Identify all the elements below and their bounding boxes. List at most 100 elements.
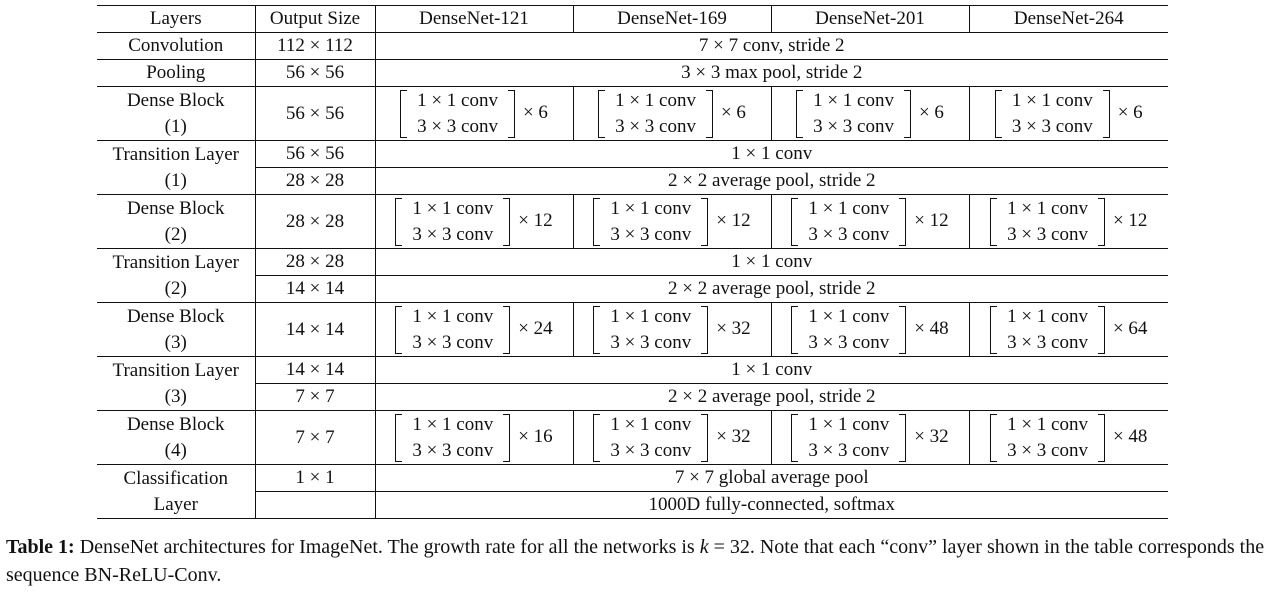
bracket-group: 1 × 1 conv 3 × 3 conv [791, 412, 907, 464]
block-spec: 1 × 1 conv 3 × 3 conv × 12 [968, 194, 1168, 249]
right-bracket [503, 413, 511, 462]
left-bracket [395, 197, 403, 246]
repeat-count: × 48 [1112, 425, 1148, 447]
op-line: 3 × 3 conv [610, 223, 692, 245]
block-spec: 1 × 1 conv 3 × 3 conv × 12 [374, 194, 574, 249]
caption-text-b: Note that each “conv” layer shown in the… [6, 536, 1265, 586]
left-bracket [791, 305, 799, 354]
layer-name-line: Dense Block [126, 197, 225, 219]
op-line: 1 × 1 conv [610, 413, 692, 435]
repeat-count: × 32 [716, 425, 751, 447]
caption-text-a: DenseNet architectures for ImageNet. The… [79, 536, 695, 558]
op-line: 1 × 1 conv [808, 305, 890, 327]
bracket-group: 1 × 1 conv 3 × 3 conv [395, 412, 511, 464]
repeat-count: × 12 [1112, 209, 1148, 231]
op-line: 3 × 3 conv [412, 223, 494, 245]
block-ops: 1 × 1 conv 3 × 3 conv [798, 412, 899, 464]
op-line: 1 × 1 conv [808, 197, 890, 219]
layer-name: Dense Block (1) [97, 86, 256, 141]
left-bracket [994, 89, 1002, 138]
layer-spec: 7 × 7 global average pool [374, 464, 1168, 492]
table-row: Dense Block (3) 14 × 14 1 × 1 conv 3 × 3 con… [97, 302, 1168, 357]
block-spec: 1 × 1 conv 3 × 3 conv × 6 [572, 86, 772, 141]
bracket-group: 1 × 1 conv 3 × 3 conv [990, 412, 1105, 464]
layer-name-line: (4) [164, 439, 187, 461]
op-line: 3 × 3 conv [615, 115, 696, 137]
layer-name-line: (3) [164, 331, 187, 353]
left-bracket [990, 197, 998, 246]
layer-name-line: Dense Block [126, 305, 225, 327]
table-row: Dense Block (2) 28 × 28 1 × 1 conv 3 × 3 con… [97, 194, 1168, 249]
op-line: 1 × 1 conv [1007, 413, 1088, 435]
repeat-count: × 48 [914, 317, 949, 339]
block-ops: 1 × 1 conv 3 × 3 conv [605, 88, 706, 140]
left-bracket [593, 305, 601, 354]
block-spec: 1 × 1 conv 3 × 3 conv × 48 [770, 302, 970, 357]
table-row: 14 × 14 2 × 2 average pool, stride 2 [97, 275, 1168, 303]
block-ops: 1 × 1 conv 3 × 3 conv [798, 196, 899, 248]
table-row: Convolution 112 × 112 7 × 7 conv, stride 2 [97, 32, 1168, 60]
bracket-group: 1 × 1 conv 3 × 3 conv [994, 88, 1110, 140]
repeat-count: × 32 [716, 317, 751, 339]
block-spec: 1 × 1 conv 3 × 3 conv × 32 [572, 410, 772, 465]
layer-spec: 7 × 7 conv, stride 2 [374, 32, 1168, 60]
repeat-count: × 24 [518, 317, 553, 339]
op-line: 1 × 1 conv [808, 413, 890, 435]
block-ops: 1 × 1 conv 3 × 3 conv [600, 304, 701, 356]
layer-name: Dense Block (3) [97, 302, 256, 357]
op-line: 1 × 1 conv [412, 197, 494, 219]
header-layers: Layers [97, 5, 256, 33]
block-ops: 1 × 1 conv 3 × 3 conv [798, 304, 899, 356]
right-bracket [899, 413, 907, 462]
layer-spec: 1 × 1 conv [374, 140, 1168, 168]
header-row: Layers Output Size DenseNet-121 DenseNet… [97, 5, 1168, 33]
repeat-count: × 6 [918, 101, 944, 123]
repeat-count: × 64 [1112, 317, 1148, 339]
block-spec: 1 × 1 conv 3 × 3 conv × 32 [770, 410, 970, 465]
bracket-group: 1 × 1 conv 3 × 3 conv [791, 304, 907, 356]
header-densenet-201: DenseNet-201 [770, 5, 970, 33]
op-line: 1 × 1 conv [1007, 197, 1088, 219]
layer-name: Transition Layer (3) [97, 356, 256, 411]
bracket-group: 1 × 1 conv 3 × 3 conv [593, 412, 709, 464]
repeat-count: × 6 [1117, 101, 1143, 123]
caption-label: Table 1: [6, 536, 75, 558]
block-ops: 1 × 1 conv 3 × 3 conv [803, 88, 904, 140]
op-line: 1 × 1 conv [610, 197, 692, 219]
bracket-group: 1 × 1 conv 3 × 3 conv [796, 88, 911, 140]
left-bracket [990, 413, 998, 462]
right-bracket [1097, 413, 1105, 462]
repeat-count: × 12 [914, 209, 949, 231]
layer-name: Classification Layer [97, 464, 256, 519]
op-line: 1 × 1 conv [813, 89, 894, 111]
layer-name: Dense Block (2) [97, 194, 256, 249]
output-size: 56 × 56 [254, 140, 376, 168]
left-bracket [593, 197, 601, 246]
output-size: 112 × 112 [254, 32, 376, 60]
output-size: 14 × 14 [254, 356, 376, 384]
bracket-group: 1 × 1 conv 3 × 3 conv [395, 304, 511, 356]
op-line: 3 × 3 conv [1007, 439, 1088, 461]
table-row: Transition Layer (1) 56 × 56 1 × 1 conv [97, 140, 1168, 195]
bracket-group: 1 × 1 conv 3 × 3 conv [990, 304, 1105, 356]
layer-name-line: Dense Block [126, 89, 225, 111]
layer-name: Convolution [97, 32, 256, 60]
right-bracket [1102, 89, 1110, 138]
op-line: 3 × 3 conv [808, 223, 890, 245]
table-row: Transition Layer (3) 14 × 14 1 × 1 conv [97, 356, 1168, 411]
block-spec: 1 × 1 conv 3 × 3 conv × 32 [572, 302, 772, 357]
output-size: 28 × 28 [254, 248, 376, 276]
right-bracket [1097, 305, 1105, 354]
op-line: 3 × 3 conv [417, 115, 498, 137]
caption-eq: = 32. [713, 536, 755, 558]
op-line: 1 × 1 conv [615, 89, 696, 111]
bracket-group: 1 × 1 conv 3 × 3 conv [593, 304, 709, 356]
left-bracket [395, 305, 403, 354]
op-line: 3 × 3 conv [610, 331, 692, 353]
output-size: 56 × 56 [254, 59, 376, 87]
repeat-count: × 12 [716, 209, 751, 231]
op-line: 3 × 3 conv [610, 439, 692, 461]
bracket-group: 1 × 1 conv 3 × 3 conv [593, 196, 709, 248]
